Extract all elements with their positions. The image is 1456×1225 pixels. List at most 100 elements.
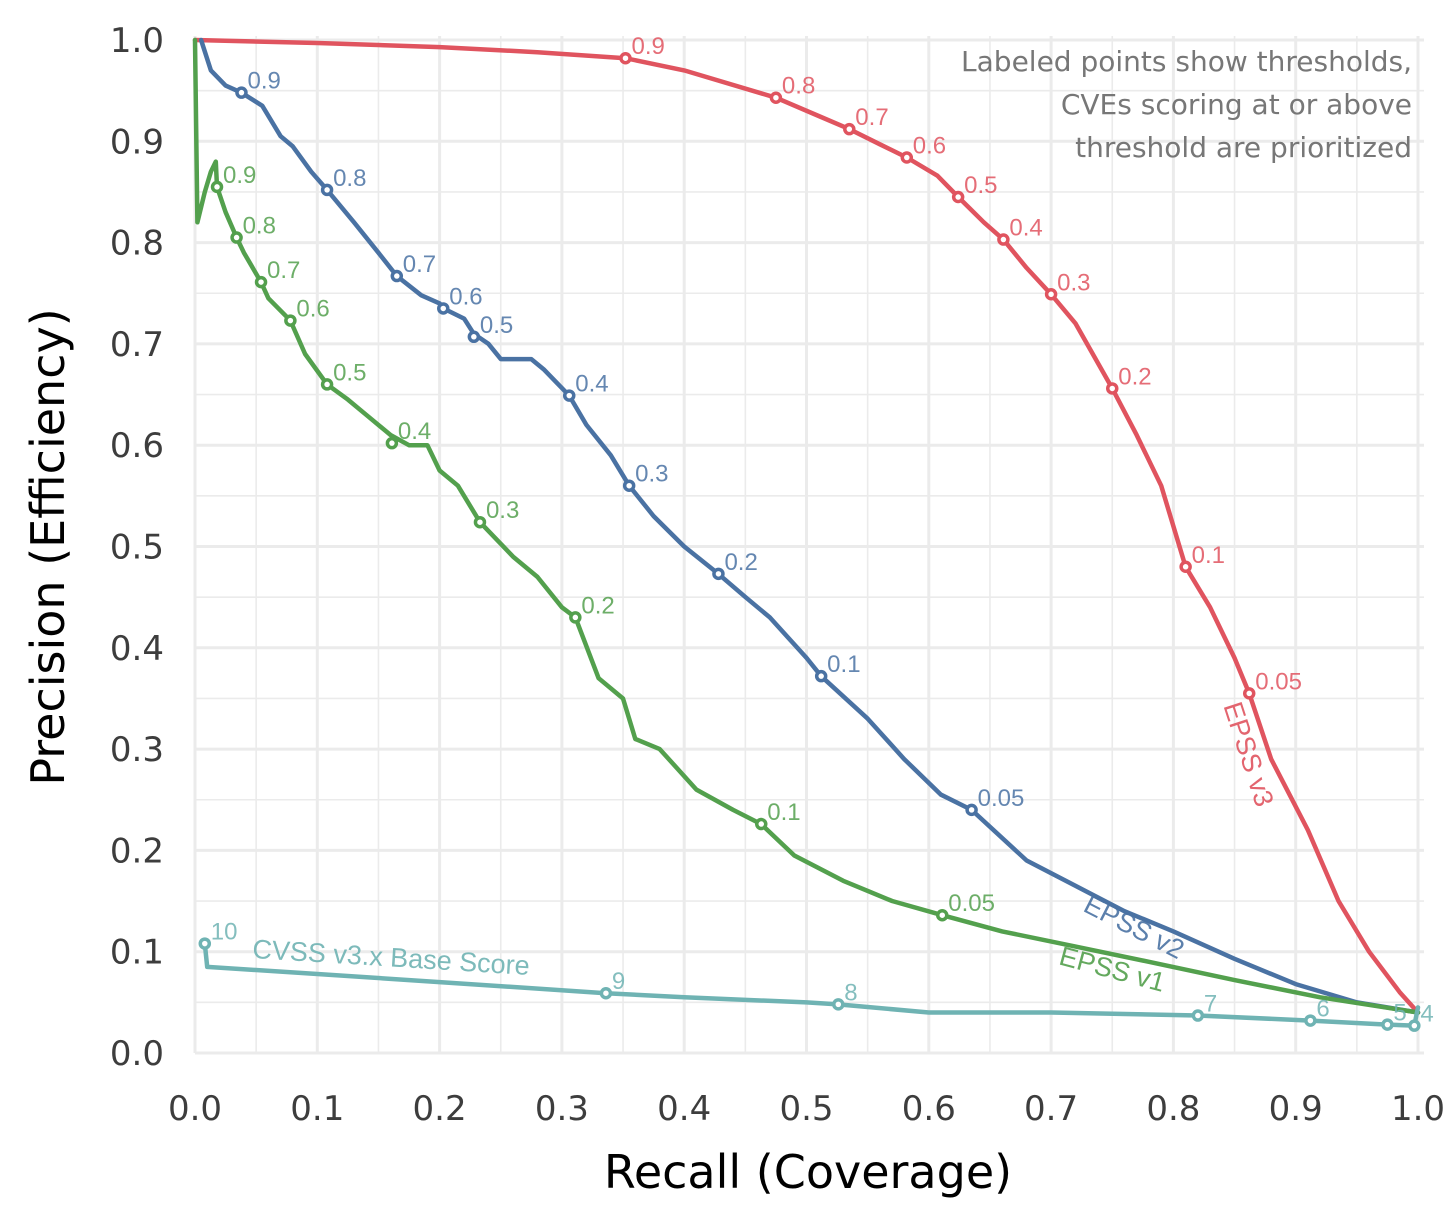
threshold-labels: 0.90.80.70.60.50.40.30.20.10.050.90.80.7… <box>211 33 1434 1027</box>
threshold-point <box>997 233 1010 246</box>
threshold-label: 0.6 <box>449 283 482 310</box>
threshold-point <box>1242 687 1256 700</box>
threshold-label: 0.1 <box>767 799 800 826</box>
threshold-label: 0.5 <box>964 172 997 199</box>
threshold-point <box>622 479 636 492</box>
series-epss-v3 <box>192 37 1421 1015</box>
threshold-point <box>1408 1019 1421 1032</box>
y-tick-label: 0.4 <box>110 629 164 669</box>
series-cvss-v3-x-base-score <box>198 937 1421 1032</box>
threshold-point <box>1179 560 1192 574</box>
threshold-point <box>230 231 243 244</box>
threshold-point <box>210 180 224 194</box>
threshold-point <box>320 183 334 197</box>
threshold-label: 0.8 <box>333 165 366 192</box>
threshold-point <box>1106 382 1119 395</box>
threshold-point <box>284 314 297 327</box>
threshold-point <box>569 611 582 624</box>
x-tick-label: 0.4 <box>657 1089 711 1129</box>
threshold-label: 8 <box>844 979 857 1006</box>
threshold-label: 0.5 <box>480 312 513 339</box>
x-tick-label: 0.3 <box>535 1089 589 1129</box>
threshold-label: 0.05 <box>1255 668 1302 695</box>
threshold-label: 0.4 <box>575 371 608 398</box>
threshold-point <box>951 190 965 204</box>
axes: 0.0 0.1 0.2 0.3 0.4 0.5 0.6 0.7 0.8 0.9 1.00.00.10… <box>110 21 1445 1129</box>
x-tick-label: 1.0 <box>1391 1089 1445 1129</box>
threshold-label: 6 <box>1316 996 1329 1023</box>
series-line-epss-v2 <box>198 37 1421 1015</box>
threshold-point <box>900 151 914 164</box>
threshold-label: 0.8 <box>782 73 815 100</box>
x-tick-label: 0.6 <box>902 1089 956 1129</box>
series-group: 0.90.80.70.60.50.40.30.20.10.050.90.80.7… <box>192 33 1434 1032</box>
x-axis-title: Recall (Coverage) <box>604 1145 1012 1199</box>
threshold-label: 0.9 <box>223 162 256 189</box>
threshold-label: 5 <box>1393 1000 1406 1027</box>
threshold-point <box>562 389 576 402</box>
x-tick-label: 0.5 <box>779 1089 833 1129</box>
threshold-point <box>832 998 845 1011</box>
threshold-point <box>235 86 248 99</box>
x-tick-label: 0.7 <box>1024 1089 1078 1129</box>
threshold-label: 0.4 <box>1009 215 1042 242</box>
annotation-line-1: Labeled points show thresholds, <box>961 45 1412 78</box>
threshold-label: 0.1 <box>1192 542 1225 569</box>
threshold-label: 0.9 <box>631 33 664 60</box>
threshold-point <box>599 986 613 1000</box>
threshold-label: 0.6 <box>913 133 946 160</box>
threshold-point <box>843 122 856 136</box>
threshold-point <box>473 515 487 529</box>
threshold-point <box>198 937 212 950</box>
series-line-epss-v3 <box>192 37 1421 1015</box>
threshold-label: 0.2 <box>581 592 614 619</box>
threshold-label: 0.5 <box>333 359 366 386</box>
threshold-point <box>1191 1009 1205 1022</box>
threshold-label: 0.4 <box>398 418 431 445</box>
annotation: Labeled points show thresholds, CVEs sco… <box>961 45 1412 164</box>
y-tick-label: 0.3 <box>110 730 164 770</box>
series-epss-v1 <box>192 37 1421 1015</box>
threshold-point <box>814 669 828 683</box>
threshold-point <box>1381 1018 1394 1031</box>
y-tick-label: 1.0 <box>110 21 164 61</box>
x-tick-label: 0.9 <box>1269 1089 1323 1129</box>
threshold-point <box>1044 288 1058 301</box>
threshold-label: 0.7 <box>403 251 436 278</box>
threshold-label: 0.3 <box>635 461 668 488</box>
x-tick-label: 0.8 <box>1146 1089 1200 1129</box>
series-epss-v2 <box>198 37 1421 1015</box>
threshold-label: 0.8 <box>243 213 276 240</box>
threshold-label: 4 <box>1420 1001 1433 1028</box>
threshold-point <box>1304 1014 1317 1027</box>
threshold-label: 0.3 <box>1057 269 1090 296</box>
threshold-label: 7 <box>1204 991 1217 1018</box>
threshold-point <box>385 436 399 450</box>
threshold-point <box>754 817 768 831</box>
x-tick-label: 0.1 <box>290 1089 344 1129</box>
threshold-point <box>619 51 632 65</box>
threshold-label: 0.9 <box>247 68 280 95</box>
threshold-point <box>769 91 783 104</box>
y-tick-label: 0.8 <box>110 224 164 264</box>
y-tick-label: 0.6 <box>110 426 164 466</box>
y-tick-label: 0.5 <box>110 528 164 568</box>
threshold-point <box>437 302 450 315</box>
threshold-point <box>320 378 334 391</box>
threshold-label: 0.3 <box>486 497 519 524</box>
annotation-line-3: threshold are prioritized <box>1075 131 1412 164</box>
threshold-label: 0.05 <box>948 890 995 917</box>
threshold-point <box>712 567 725 581</box>
threshold-label: 10 <box>211 919 238 946</box>
threshold-label: 0.05 <box>978 785 1025 812</box>
threshold-point <box>965 803 978 817</box>
threshold-label: 0.7 <box>267 257 300 284</box>
y-tick-label: 0.9 <box>110 122 164 162</box>
threshold-point <box>936 908 949 922</box>
y-tick-label: 0.7 <box>110 325 164 365</box>
threshold-label: 0.2 <box>724 549 757 576</box>
y-axis-title: Precision (Efficiency) <box>21 308 75 785</box>
threshold-label: 0.6 <box>296 296 329 323</box>
annotation-line-2: CVEs scoring at or above <box>1061 88 1412 121</box>
